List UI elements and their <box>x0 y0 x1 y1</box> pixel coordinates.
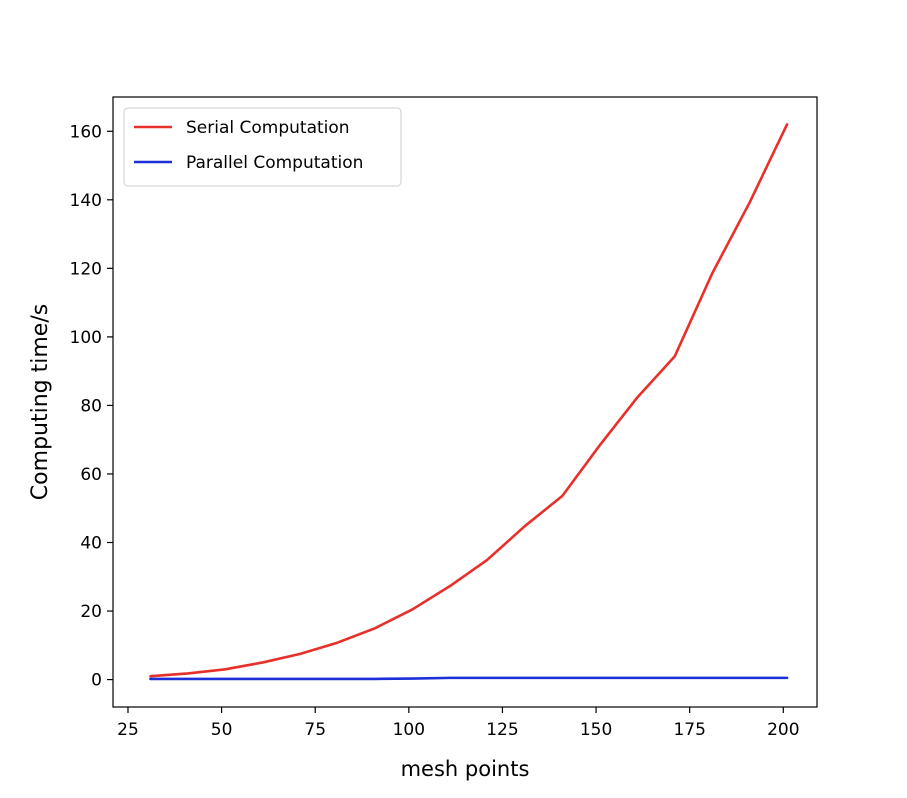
plot-area <box>149 123 789 681</box>
legend: Serial Computation Parallel Computation <box>123 107 402 187</box>
x-tick-label: 125 <box>486 720 518 740</box>
y-axis-label: Computing time/s <box>28 304 53 500</box>
legend-label-0: Serial Computation <box>186 118 350 138</box>
x-tick-label: 75 <box>304 720 326 740</box>
x-tick-label: 100 <box>393 720 425 740</box>
axes: 25 50 75 100 125 150 175 200 0 20 40 60 80 100 120 140 1… <box>70 96 818 740</box>
x-tick-label: 50 <box>211 720 233 740</box>
y-tick-label: 20 <box>80 602 102 622</box>
y-tick-label: 100 <box>70 328 102 348</box>
x-tick-label: 200 <box>767 720 799 740</box>
y-tick-label: 0 <box>91 671 102 691</box>
x-tick-label: 25 <box>117 720 139 740</box>
legend-box <box>123 107 402 187</box>
axes-frame <box>112 96 818 708</box>
y-tick-label: 40 <box>80 534 102 554</box>
x-tick-label: 150 <box>580 720 612 740</box>
legend-label-1: Parallel Computation <box>186 153 363 173</box>
x-tick-label: 175 <box>673 720 705 740</box>
y-tick-label: 140 <box>70 191 102 211</box>
y-tick-label: 160 <box>70 122 102 142</box>
y-tick-label: 60 <box>80 465 102 485</box>
series-line-1 <box>149 676 789 681</box>
x-axis-label: mesh points <box>401 757 530 781</box>
series-line-0 <box>149 123 789 678</box>
y-tick-label: 120 <box>70 259 102 279</box>
y-tick-label: 80 <box>80 396 102 416</box>
